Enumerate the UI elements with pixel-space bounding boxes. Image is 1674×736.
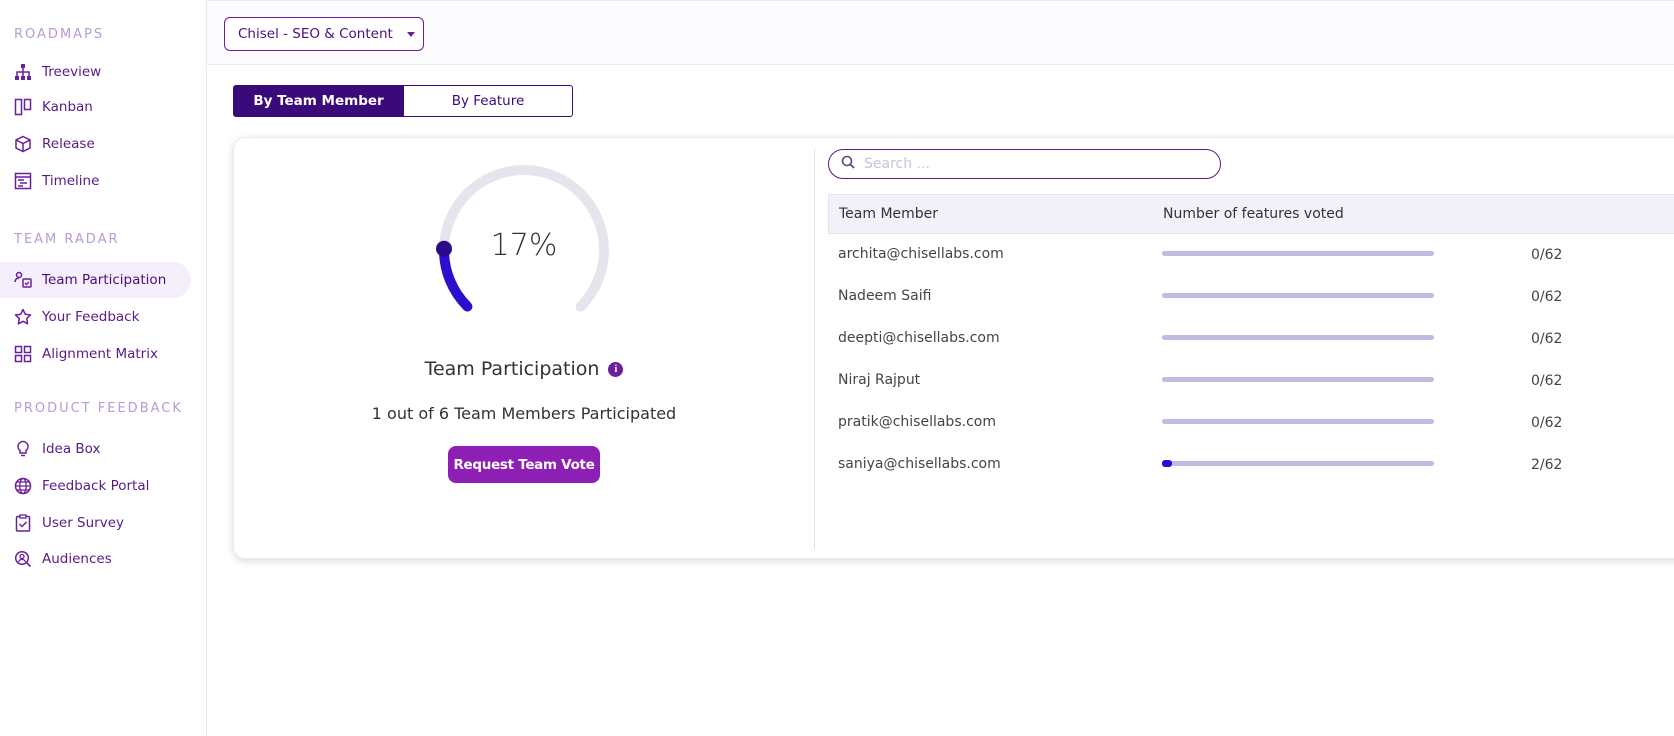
sidebar-item-label: Feedback Portal bbox=[42, 478, 150, 494]
table-row: Niraj Rajput 0/62 bbox=[828, 360, 1674, 402]
grid-icon bbox=[13, 344, 33, 364]
request-team-vote-button[interactable]: Request Team Vote bbox=[448, 446, 600, 483]
member-name: Nadeem Saifi bbox=[838, 288, 932, 304]
vote-progress-bar bbox=[1162, 251, 1434, 256]
sidebar-item-label: Release bbox=[42, 136, 95, 152]
section-title-team-radar: TEAM RADAR bbox=[14, 232, 120, 247]
participation-title: Team Participation bbox=[424, 358, 600, 380]
user-search-icon bbox=[13, 549, 33, 569]
vote-count: 0/62 bbox=[1531, 373, 1563, 389]
sidebar-item-label: Team Participation bbox=[42, 272, 167, 288]
section-title-roadmaps: ROADMAPS bbox=[14, 27, 105, 42]
info-icon[interactable]: i bbox=[608, 361, 624, 377]
table-body: archita@chisellabs.com 0/62 Nadeem Saifi 0/… bbox=[828, 234, 1674, 486]
sidebar: ROADMAPS Treeview Kanban Release Timelin… bbox=[0, 0, 207, 736]
lightbulb-icon bbox=[13, 439, 33, 459]
participation-title-row: Team Participation i bbox=[234, 358, 814, 380]
hierarchy-icon bbox=[13, 62, 33, 82]
member-name: pratik@chisellabs.com bbox=[838, 414, 996, 430]
top-bar: Chisel - SEO & Content bbox=[207, 0, 1674, 65]
project-select[interactable]: Chisel - SEO & Content bbox=[224, 17, 424, 51]
search-box[interactable] bbox=[828, 149, 1221, 179]
sidebar-item-label: Kanban bbox=[42, 99, 93, 115]
search-icon bbox=[841, 155, 855, 174]
sidebar-item-label: Timeline bbox=[42, 173, 100, 189]
sidebar-item-label: Treeview bbox=[42, 64, 102, 80]
cube-icon bbox=[13, 134, 33, 154]
sidebar-item-kanban[interactable]: Kanban bbox=[0, 89, 191, 125]
vote-count: 0/62 bbox=[1531, 331, 1563, 347]
project-select-value: Chisel - SEO & Content bbox=[238, 26, 393, 42]
team-participation-icon bbox=[13, 270, 33, 290]
member-name: saniya@chisellabs.com bbox=[838, 456, 1001, 472]
kanban-icon bbox=[13, 97, 33, 117]
member-name: Niraj Rajput bbox=[838, 372, 921, 388]
vote-progress-fill bbox=[1162, 460, 1172, 467]
table-row: archita@chisellabs.com 0/62 bbox=[828, 234, 1674, 276]
participation-gauge: 17% bbox=[424, 160, 624, 330]
sidebar-item-label: Audiences bbox=[42, 551, 112, 567]
table-row: deepti@chisellabs.com 0/62 bbox=[828, 318, 1674, 360]
sidebar-item-team-participation[interactable]: Team Participation bbox=[0, 262, 191, 298]
vote-count: 2/62 bbox=[1531, 457, 1563, 473]
clipboard-check-icon bbox=[13, 513, 33, 533]
sidebar-item-your-feedback[interactable]: Your Feedback bbox=[0, 299, 191, 335]
vote-progress-bar bbox=[1162, 293, 1434, 298]
gauge-knob bbox=[436, 240, 453, 257]
vote-count: 0/62 bbox=[1531, 415, 1563, 431]
participation-subtitle: 1 out of 6 Team Members Participated bbox=[371, 404, 677, 423]
vote-progress-bar bbox=[1162, 419, 1434, 424]
gauge-svg bbox=[436, 165, 609, 312]
vote-progress-bar bbox=[1162, 377, 1434, 382]
table-row: Nadeem Saifi 0/62 bbox=[828, 276, 1674, 318]
sidebar-item-feedback-portal[interactable]: Feedback Portal bbox=[0, 468, 191, 504]
members-table: Team Member Number of features voted arc… bbox=[828, 194, 1674, 486]
header-features-voted: Number of features voted bbox=[1163, 206, 1344, 222]
sidebar-item-label: User Survey bbox=[42, 515, 125, 531]
section-title-product-feedback: PRODUCT FEEDBACK bbox=[14, 401, 183, 416]
vote-count: 0/62 bbox=[1531, 247, 1563, 263]
sidebar-item-timeline[interactable]: Timeline bbox=[0, 163, 191, 199]
globe-icon bbox=[13, 476, 33, 496]
table-header: Team Member Number of features voted bbox=[828, 194, 1674, 234]
main-content: Chisel - SEO & Content By Team Member By… bbox=[207, 0, 1674, 736]
timeline-icon bbox=[13, 171, 33, 191]
participation-summary: 17% Team Participation i 1 out of 6 Team… bbox=[234, 138, 814, 560]
sidebar-item-release[interactable]: Release bbox=[0, 126, 191, 162]
star-icon bbox=[13, 307, 33, 327]
chevron-down-icon bbox=[407, 32, 415, 37]
participation-percent: 17% bbox=[490, 228, 558, 263]
table-row: saniya@chisellabs.com 2/62 bbox=[828, 444, 1674, 486]
sidebar-item-treeview[interactable]: Treeview bbox=[0, 54, 191, 90]
tab-by-feature[interactable]: By Feature bbox=[404, 85, 573, 117]
header-team-member: Team Member bbox=[839, 206, 939, 222]
sidebar-item-audiences[interactable]: Audiences bbox=[0, 541, 191, 577]
sidebar-item-idea-box[interactable]: Idea Box bbox=[0, 431, 191, 467]
panel-divider bbox=[814, 149, 815, 549]
member-name: deepti@chisellabs.com bbox=[838, 330, 1000, 346]
sidebar-item-label: Idea Box bbox=[42, 441, 101, 457]
sidebar-item-label: Alignment Matrix bbox=[42, 346, 158, 362]
sidebar-item-label: Your Feedback bbox=[42, 309, 140, 325]
participation-card: 17% Team Participation i 1 out of 6 Team… bbox=[233, 137, 1674, 559]
view-toggle: By Team Member By Feature bbox=[233, 85, 573, 117]
tab-by-team-member[interactable]: By Team Member bbox=[233, 85, 404, 117]
table-row: pratik@chisellabs.com 0/62 bbox=[828, 402, 1674, 444]
vote-count: 0/62 bbox=[1531, 289, 1563, 305]
member-name: archita@chisellabs.com bbox=[838, 246, 1004, 262]
vote-progress-bar bbox=[1162, 460, 1434, 467]
search-input[interactable] bbox=[864, 156, 1204, 172]
sidebar-item-user-survey[interactable]: User Survey bbox=[0, 505, 191, 541]
vote-progress-bar bbox=[1162, 335, 1434, 340]
sidebar-item-alignment-matrix[interactable]: Alignment Matrix bbox=[0, 336, 191, 372]
